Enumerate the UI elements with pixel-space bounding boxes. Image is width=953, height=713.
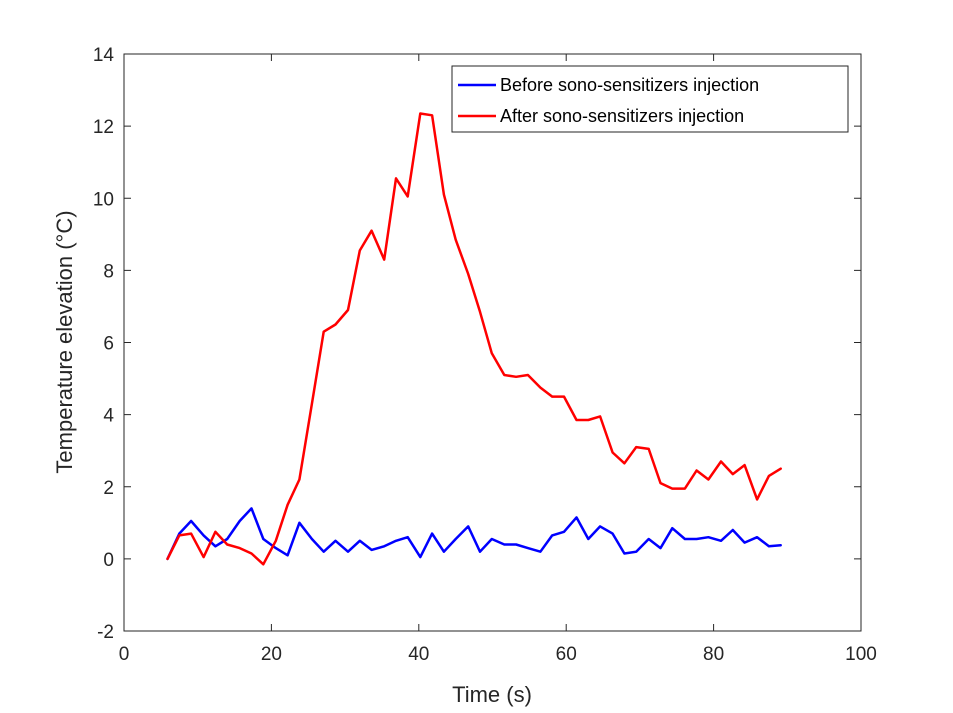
y-tick-label: 8 [103,261,114,282]
y-tick-label: 4 [103,406,114,427]
y-tick-label: -2 [97,622,114,643]
y-tick-label: 6 [103,334,114,355]
legend-label-after: After sono-sensitizers injection [500,106,744,126]
x-tick-label: 0 [119,644,130,665]
x-tick-label: 80 [703,644,724,665]
y-tick-label: 14 [93,45,115,66]
x-tick-label: 40 [408,644,429,665]
legend-label-before: Before sono-sensitizers injection [500,75,759,95]
series-line-after-injection [166,112,782,566]
x-tick-label: 60 [556,644,577,665]
x-axis-label: Time (s) [452,682,532,707]
series-line-before-injection [166,507,782,561]
legend: Before sono-sensitizers injection After … [451,65,849,133]
y-tick-label: 0 [103,550,114,571]
y-axis-label: Temperature elevation (°C) [52,210,77,473]
y-tick-label: 2 [103,478,114,499]
x-tick-label: 100 [845,644,877,665]
x-tick-label: 20 [261,644,282,665]
legend-box [451,65,849,133]
y-tick-label: 10 [93,189,114,210]
series-layer [166,112,782,566]
y-tick-label: 12 [93,117,114,138]
plot-area [123,53,862,632]
